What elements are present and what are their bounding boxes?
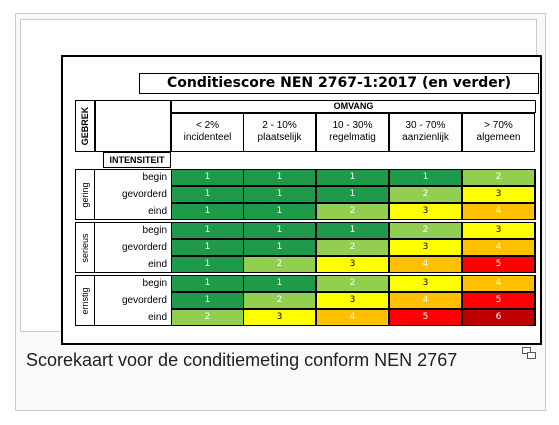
column-range: 10 - 30% xyxy=(332,120,373,131)
score-cell: 4 xyxy=(389,292,462,309)
score-cell: 4 xyxy=(462,203,535,220)
score-cell: 4 xyxy=(389,256,462,273)
row-label: eind xyxy=(148,206,167,217)
score-cell: 3 xyxy=(389,239,462,256)
intensiteit-spacer xyxy=(171,152,536,168)
score-cell: 2 xyxy=(316,239,389,256)
group-label-serieus: serieus xyxy=(75,222,95,273)
score-cell: 2 xyxy=(243,256,316,273)
column-header-4: 30 - 70% aanzienlijk xyxy=(389,113,462,152)
score-cell: 3 xyxy=(316,292,389,309)
row-label: gevorderd xyxy=(121,295,167,306)
column-name: incidenteel xyxy=(183,132,232,143)
score-cell: 2 xyxy=(462,169,535,186)
score-cell: 1 xyxy=(243,275,316,292)
column-header-1: < 2% incidenteel xyxy=(171,113,244,152)
column-name: aanzienlijk xyxy=(402,132,449,143)
score-cell: 1 xyxy=(171,256,244,273)
score-cell: 2 xyxy=(171,309,244,326)
score-cell: 2 xyxy=(316,275,389,292)
score-cell: 1 xyxy=(316,169,389,186)
score-cell: 1 xyxy=(243,186,316,203)
scorecard-title: Conditiescore NEN 2767-1:2017 (en verder… xyxy=(139,73,539,94)
enlarge-icon[interactable] xyxy=(522,347,536,359)
score-cell: 2 xyxy=(316,203,389,220)
gebrek-label: GEBREK xyxy=(75,100,95,152)
score-cell: 1 xyxy=(243,239,316,256)
score-cell: 4 xyxy=(462,275,535,292)
row-label: gevorderd xyxy=(121,189,167,200)
group-name: ernstig xyxy=(80,286,90,315)
column-name: regelmatig xyxy=(329,132,376,143)
row-label: gevorderd xyxy=(121,242,167,253)
score-cell: 4 xyxy=(316,309,389,326)
score-cell: 1 xyxy=(171,203,244,220)
score-cell: 1 xyxy=(171,169,244,186)
column-header-5: > 70% algemeen xyxy=(462,113,535,152)
score-cell: 4 xyxy=(462,239,535,256)
column-header-3: 10 - 30% regelmatig xyxy=(316,113,389,152)
score-cell: 1 xyxy=(316,222,389,239)
figure-image[interactable]: Conditiescore NEN 2767-1:2017 (en verder… xyxy=(20,19,542,345)
score-cell: 3 xyxy=(462,186,535,203)
column-name: algemeen xyxy=(476,132,521,143)
score-cell: 3 xyxy=(316,256,389,273)
column-range: 30 - 70% xyxy=(405,120,446,131)
column-range: < 2% xyxy=(195,120,220,131)
score-cell: 1 xyxy=(171,275,244,292)
score-cell: 3 xyxy=(389,275,462,292)
score-cell: 1 xyxy=(171,292,244,309)
scorecard: Conditiescore NEN 2767-1:2017 (en verder… xyxy=(61,55,542,345)
score-cell: 1 xyxy=(243,169,316,186)
row-label: eind xyxy=(148,312,167,323)
gebrek-text: GEBREK xyxy=(80,106,90,146)
column-header-2: 2 - 10% plaatselijk xyxy=(243,113,316,152)
column-range: 2 - 10% xyxy=(262,120,297,131)
score-cell: 3 xyxy=(243,309,316,326)
header-blank xyxy=(95,100,171,152)
score-cell: 1 xyxy=(316,186,389,203)
score-cell: 6 xyxy=(462,309,535,326)
group-name: gering xyxy=(80,181,90,208)
row-label: begin xyxy=(142,225,167,236)
row-label: eind xyxy=(148,259,167,270)
score-cell: 5 xyxy=(389,309,462,326)
score-cell: 1 xyxy=(389,169,462,186)
row-label: begin xyxy=(142,172,167,183)
score-cell: 2 xyxy=(243,292,316,309)
score-cell: 1 xyxy=(171,186,244,203)
score-cell: 1 xyxy=(171,222,244,239)
score-cell: 2 xyxy=(389,222,462,239)
score-cell: 1 xyxy=(243,203,316,220)
score-cell: 3 xyxy=(389,203,462,220)
score-cell: 1 xyxy=(243,222,316,239)
score-cell: 5 xyxy=(462,292,535,309)
intensiteit-label: INTENSITEIT xyxy=(103,152,171,168)
score-cell: 5 xyxy=(462,256,535,273)
score-cell: 2 xyxy=(389,186,462,203)
omvang-header: OMVANG xyxy=(171,100,536,113)
column-range: > 70% xyxy=(484,120,513,131)
score-cell: 3 xyxy=(462,222,535,239)
score-cell: 1 xyxy=(171,239,244,256)
group-label-gering: gering xyxy=(75,169,95,220)
group-name: serieus xyxy=(80,232,90,263)
column-name: plaatselijk xyxy=(257,132,302,143)
row-label: begin xyxy=(142,278,167,289)
figure-caption: Scorekaart voor de conditiemeting confor… xyxy=(26,350,458,370)
group-label-ernstig: ernstig xyxy=(75,275,95,326)
